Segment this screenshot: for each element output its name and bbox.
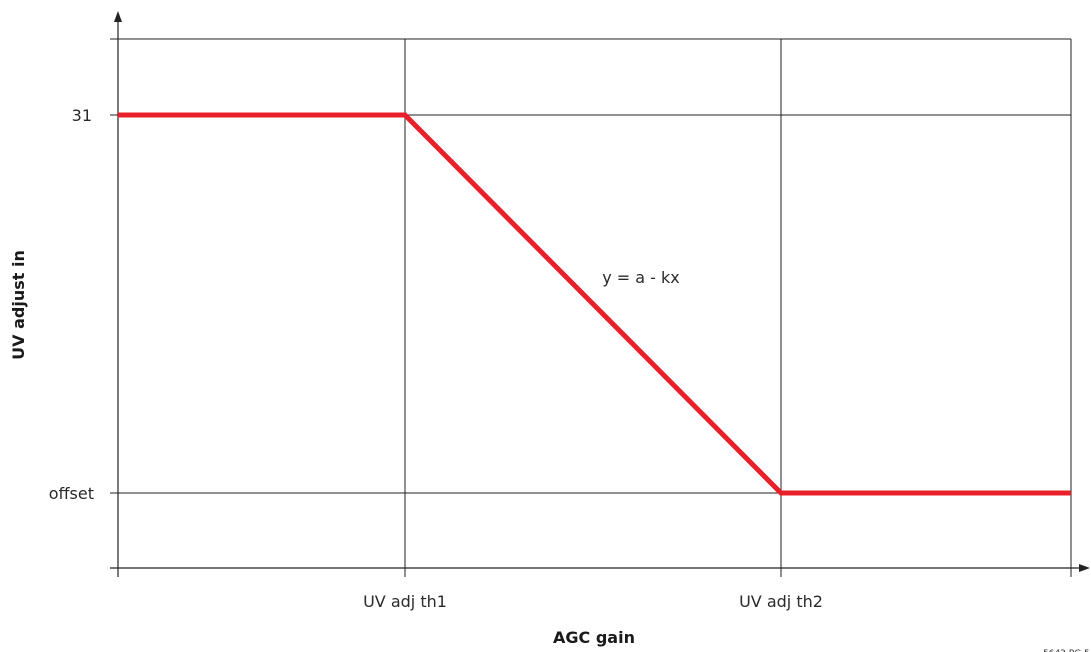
x-tick-label-th2: UV adj th2 bbox=[739, 592, 823, 611]
annotation-formula: y = a - kx bbox=[602, 268, 680, 287]
x-axis-arrow-icon bbox=[1079, 564, 1090, 572]
y-tick-label-offset: offset bbox=[49, 484, 94, 503]
y-axis-title: UV adjust in bbox=[9, 250, 28, 360]
y-axis-arrow-icon bbox=[114, 11, 122, 22]
x-tick-label-th1: UV adj th1 bbox=[363, 592, 447, 611]
figure-id: 5643 PG 5-1 bbox=[1043, 649, 1091, 652]
x-axis-title: AGC gain bbox=[553, 628, 635, 647]
series-line bbox=[118, 112, 1071, 496]
y-tick-label-31: 31 bbox=[72, 106, 92, 125]
